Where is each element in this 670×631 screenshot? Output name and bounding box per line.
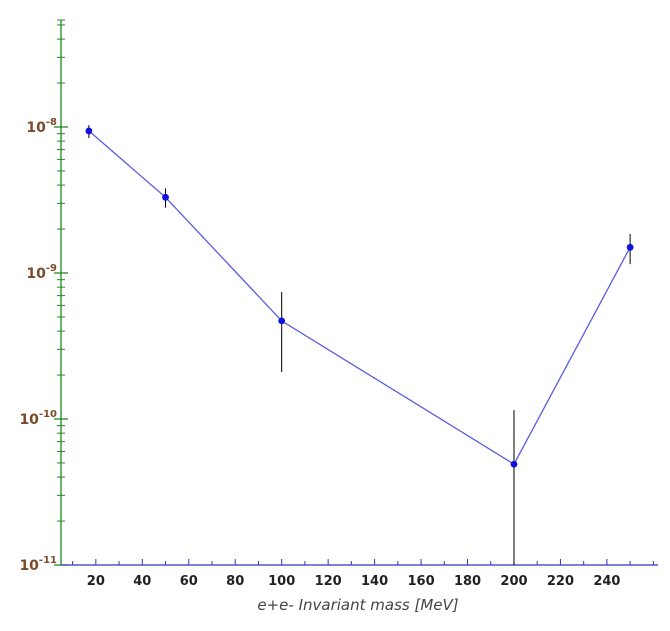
x-tick-label: 100 bbox=[268, 574, 295, 589]
data-point bbox=[626, 243, 634, 251]
data-point bbox=[278, 317, 286, 325]
y-tick-label: 10-10 bbox=[19, 409, 57, 428]
x-axis-label: e+e- Invariant mass [MeV] bbox=[257, 596, 458, 614]
y-axis: 10-8 10-9 10-10 10-11 bbox=[19, 20, 68, 574]
x-axis: 20 40 60 80 100 120 140 160 180 200 220 240 bbox=[61, 559, 658, 589]
y-tick-label: 10-9 bbox=[26, 263, 57, 282]
x-tick-label: 140 bbox=[361, 574, 388, 589]
x-tick-label: 40 bbox=[133, 574, 151, 589]
x-tick-label: 200 bbox=[500, 574, 527, 589]
x-tick-label: 180 bbox=[454, 574, 481, 589]
series bbox=[85, 125, 634, 565]
y-tick-label: 10-11 bbox=[19, 555, 57, 574]
x-tick-label: 160 bbox=[407, 574, 434, 589]
x-tick-label: 240 bbox=[593, 574, 620, 589]
x-tick-label: 220 bbox=[547, 574, 574, 589]
data-point bbox=[510, 460, 518, 468]
series-line bbox=[88, 130, 631, 466]
x-tick-label: 60 bbox=[180, 574, 198, 589]
y-tick-label: 10-8 bbox=[26, 117, 57, 136]
x-tick-label: 120 bbox=[315, 574, 342, 589]
data-point bbox=[162, 193, 169, 201]
x-tick-label: 20 bbox=[87, 574, 105, 589]
data-point bbox=[85, 127, 93, 135]
x-tick-label: 80 bbox=[226, 574, 244, 589]
